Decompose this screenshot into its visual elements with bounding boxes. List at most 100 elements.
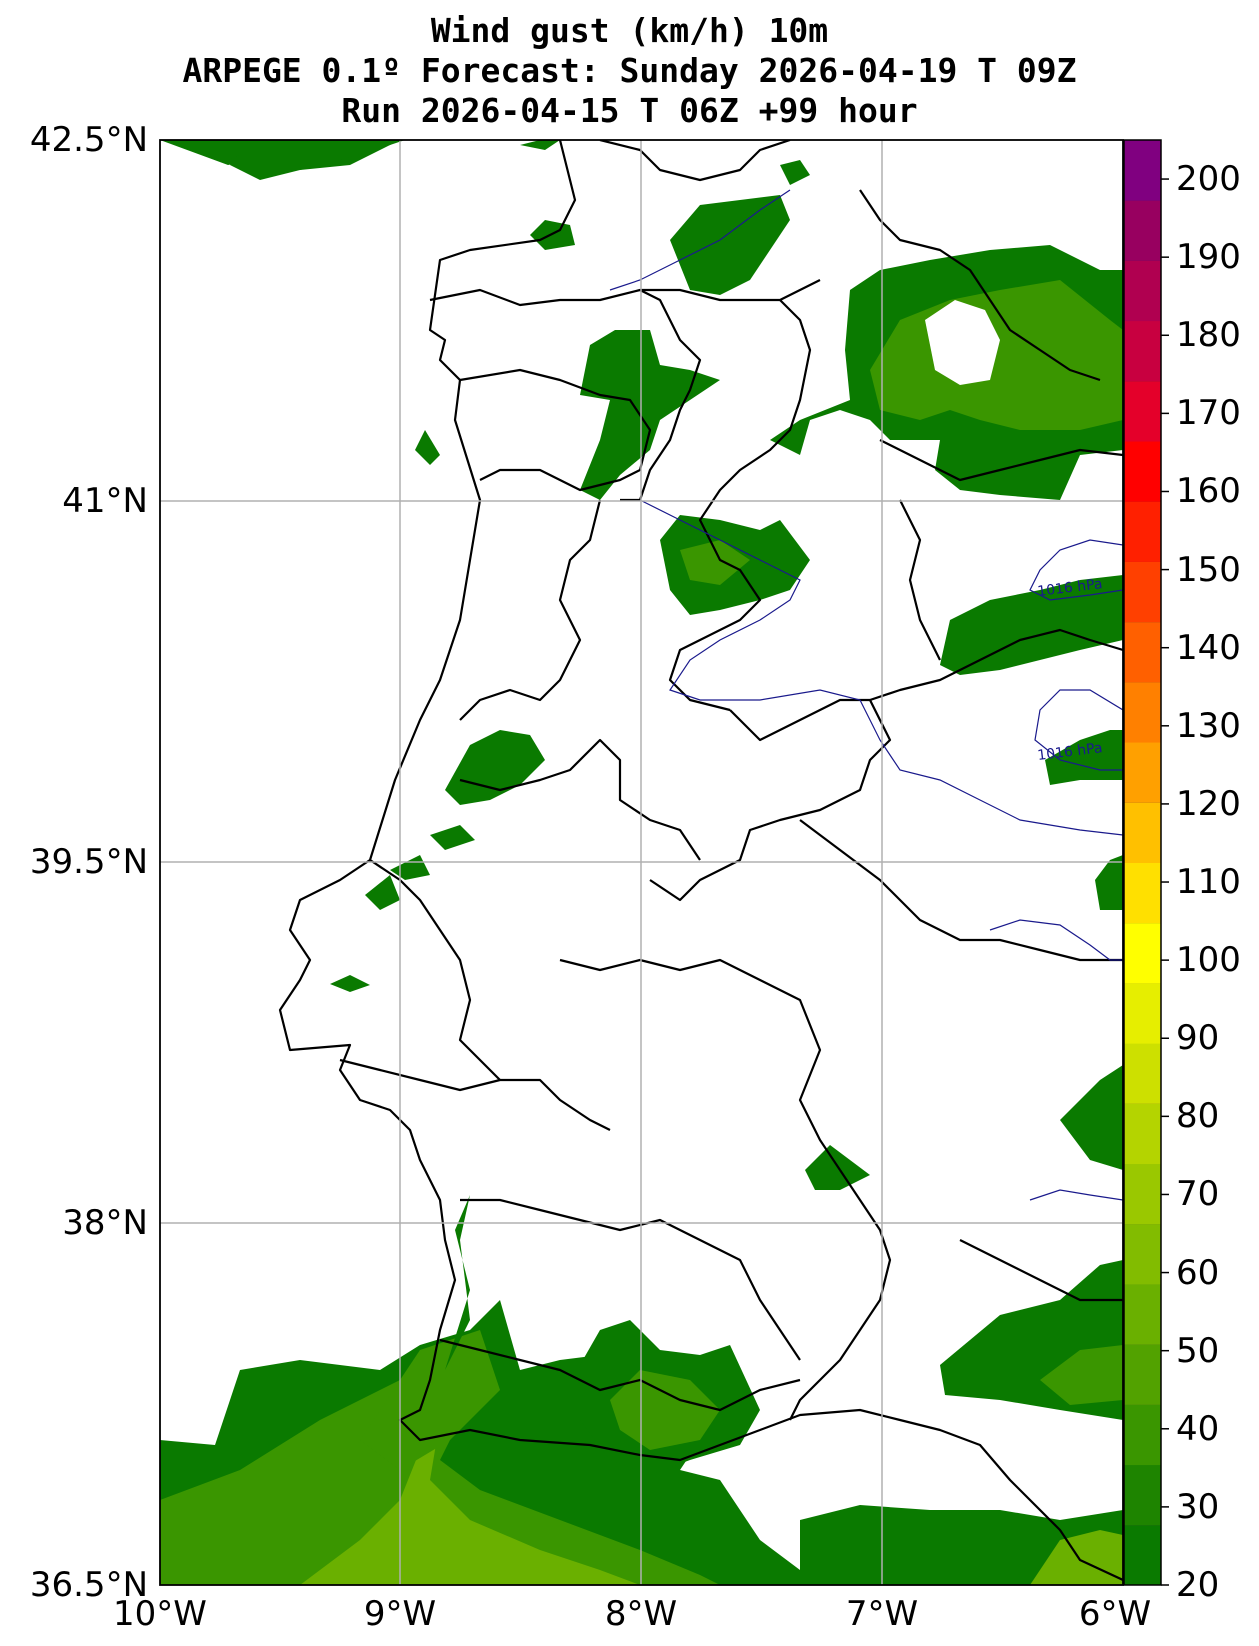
gust-area-douro-east xyxy=(580,330,720,500)
border-coimbra xyxy=(459,499,602,721)
lon-label-6w: 6°W xyxy=(1078,1594,1152,1634)
colorbar-band xyxy=(1124,320,1161,382)
map-frame xyxy=(159,139,1124,1586)
colorbar-tick-label: 110 xyxy=(1176,862,1241,903)
lon-label-10w: 10°W xyxy=(113,1594,207,1634)
colorbar-frame xyxy=(1123,139,1162,1586)
gust-area-guarda-30 xyxy=(680,540,750,585)
map-title: Wind gust (km/h) 10m xyxy=(430,11,829,50)
colorbar-tick-label: 170 xyxy=(1176,393,1241,434)
border-setubal xyxy=(339,1058,611,1131)
lon-label-9w: 9°W xyxy=(363,1594,437,1634)
colorbar-band xyxy=(1124,1043,1161,1104)
colorbar-tick-label: 130 xyxy=(1176,705,1241,746)
colorbar-band xyxy=(1124,441,1161,502)
isobars xyxy=(609,189,1123,1201)
colorbar-band xyxy=(1124,1464,1161,1526)
gust-area-southeast-inland-30 xyxy=(1040,1345,1123,1405)
map-subtitle-run: Run 2026-04-15 T 06Z +99 hour xyxy=(341,91,918,130)
border-spain-north xyxy=(859,189,1101,382)
gust-area-north-small-2 xyxy=(800,100,820,122)
isobar-line-east-1016a xyxy=(1029,539,1123,601)
gust-area-leiria xyxy=(445,730,545,805)
gust-area-southwest-ocean-40 xyxy=(300,1420,640,1585)
isobar-label-1: 1016 hPa xyxy=(1037,576,1104,600)
map-subtitle-forecast: ARPEGE 0.1º Forecast: Sunday 2026-04-19 … xyxy=(182,51,1077,90)
colorbar-tick-label: 120 xyxy=(1176,783,1241,824)
isobar-line-central xyxy=(639,499,1123,836)
colorbar-tick-label: 90 xyxy=(1176,1018,1220,1059)
colorbar-band xyxy=(1124,501,1161,562)
gust-area-north-central xyxy=(670,195,790,295)
colorbar-band xyxy=(1124,140,1161,201)
colorbar-tick-label: 200 xyxy=(1176,159,1241,200)
colorbar-tick-label: 100 xyxy=(1176,940,1241,981)
colorbar-tick-label: 70 xyxy=(1176,1174,1220,1215)
colorbar-band xyxy=(1124,681,1161,743)
border-lisbon xyxy=(369,859,501,1081)
border-spain-east-4 xyxy=(799,819,1123,962)
gust-area-small-2 xyxy=(330,975,370,992)
gust-area-southwest-ocean-30 xyxy=(160,1360,720,1585)
border-alentejo-south xyxy=(460,1198,801,1361)
isobar-line-north xyxy=(609,189,791,291)
colorbar-tick-label: 160 xyxy=(1176,471,1241,512)
colorbar-band xyxy=(1124,742,1161,803)
gust-area-small-5 xyxy=(430,825,475,850)
colorbar-band xyxy=(1124,260,1161,322)
colorbar-band xyxy=(1124,200,1161,261)
border-douro xyxy=(459,368,652,492)
gust-area-small-1 xyxy=(700,1485,725,1510)
colorbar-tick-label: 30 xyxy=(1176,1486,1220,1527)
border-castelo-branco xyxy=(649,698,892,902)
isobar-line-south-east xyxy=(989,919,1123,961)
colorbar-band xyxy=(1124,802,1161,863)
colorbar-band xyxy=(1124,380,1161,442)
colorbar-band xyxy=(1124,922,1161,984)
lat-label-39-5n: 39.5°N xyxy=(29,842,148,882)
border-pt-es-south xyxy=(789,1169,892,1421)
lat-label-36-5n: 36.5°N xyxy=(29,1565,148,1605)
colorbar-tick-label: 60 xyxy=(1176,1252,1220,1293)
lat-label-42-5n: 42.5°N xyxy=(29,120,148,160)
colorbar-band xyxy=(1124,1524,1161,1586)
colorbar-band xyxy=(1124,1283,1161,1345)
gust-area-north-corner xyxy=(780,160,810,185)
gridlines xyxy=(160,140,1123,1585)
border-galicia-north xyxy=(599,140,791,182)
colorbar-band xyxy=(1124,862,1161,924)
gust-area-galicia-2 xyxy=(520,140,560,150)
gust-area-algarve-30 xyxy=(610,1370,720,1450)
colorbar-band xyxy=(1124,1163,1161,1225)
border-minho xyxy=(429,279,821,307)
border-santarem xyxy=(459,738,701,861)
gust-shading xyxy=(160,100,1123,1585)
border-spain-east-3 xyxy=(899,499,941,661)
colorbar-tick-label: 40 xyxy=(1176,1408,1220,1449)
isobar-line-east-1016b xyxy=(1034,689,1123,771)
gust-area-east-41n xyxy=(940,575,1123,675)
gust-area-galicia-strip xyxy=(228,140,405,170)
border-pt-es-north xyxy=(620,289,702,502)
colorbar-band xyxy=(1124,982,1161,1044)
colorbar-ticks xyxy=(1161,178,1169,1586)
isobar-line-south xyxy=(1029,1189,1123,1201)
gust-area-northeast-clear xyxy=(925,300,1000,385)
border-spain-east-5 xyxy=(959,1239,1123,1302)
gust-area-southwest-coast-strip xyxy=(445,1195,470,1370)
colorbar-tick-label: 140 xyxy=(1176,627,1241,668)
border-spain-east-2 xyxy=(879,439,1123,482)
gust-area-small-3 xyxy=(365,875,400,910)
gust-area-small-6 xyxy=(415,430,440,465)
colorbar-tick-label: 20 xyxy=(1176,1565,1220,1605)
coastline-and-borders xyxy=(278,140,1123,1581)
colorbar-band xyxy=(1124,561,1161,623)
gust-area-east-38n xyxy=(1060,1065,1123,1170)
border-evora xyxy=(559,958,841,1171)
colorbar-band xyxy=(1124,621,1161,683)
border-pt-es-east xyxy=(668,299,812,712)
colorbar-band xyxy=(1124,1223,1161,1285)
border-algarve-north xyxy=(439,1338,801,1412)
isobar-label-2: 1016 hPa xyxy=(1037,740,1104,764)
gust-area-north-small xyxy=(530,220,575,250)
